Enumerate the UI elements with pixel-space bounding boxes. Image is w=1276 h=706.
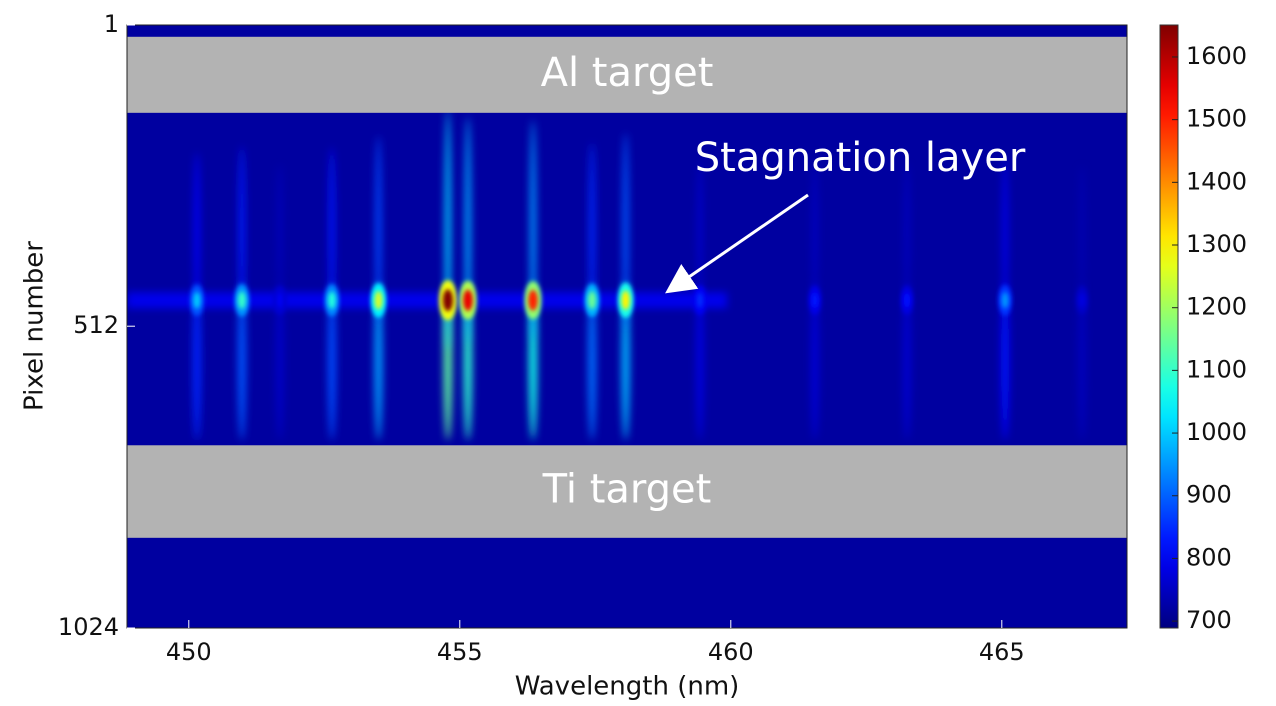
line-tail (1001, 280, 1010, 441)
line-core (193, 292, 201, 309)
annotation-arrow (665, 193, 809, 294)
line-tail (811, 163, 818, 298)
colorbar-tick-label: 1500 (1186, 105, 1247, 133)
colorbar-tick-label: 800 (1186, 543, 1232, 571)
line-core (588, 291, 596, 310)
spectral-line (693, 161, 707, 441)
line-core (1001, 292, 1009, 309)
colorbar-tick-label: 1600 (1186, 42, 1247, 70)
spectral-line (808, 163, 822, 441)
y-axis-label: Pixel number (20, 241, 50, 411)
line-core (276, 292, 284, 308)
spectral-line (234, 145, 250, 441)
line-tail (696, 161, 703, 299)
line-core (374, 290, 383, 310)
colorbar (1159, 24, 1179, 629)
line-core (1078, 293, 1086, 308)
line-tail (903, 163, 910, 297)
plot-area: Al target Ti target (127, 25, 1127, 628)
x-tick-label: 455 (437, 638, 483, 666)
x-tick-label: 450 (166, 638, 212, 666)
stagnation-glow (127, 292, 727, 309)
line-core (463, 289, 473, 311)
spectral-line (324, 147, 340, 441)
band-label: Al target (541, 50, 714, 96)
line-tail (374, 280, 383, 441)
spectral-line (524, 120, 542, 441)
line-tail (375, 136, 382, 325)
line-tail (275, 280, 284, 441)
line-tail (1078, 280, 1087, 441)
line-tail (621, 280, 630, 441)
line-tail (276, 165, 283, 296)
line-tail (1002, 155, 1009, 306)
line-core (238, 291, 246, 309)
spectral-line (998, 155, 1012, 441)
line-tail (1079, 166, 1086, 295)
spectral-line (617, 132, 634, 441)
line-tail (588, 280, 597, 441)
target-band (127, 36, 1127, 113)
spectral-line (438, 110, 457, 441)
spectral-line (273, 165, 287, 441)
line-core (528, 289, 538, 311)
line-tail (238, 145, 245, 315)
line-tail (443, 280, 452, 441)
line-tail (328, 147, 335, 314)
line-tail (463, 280, 472, 441)
line-core (621, 290, 630, 310)
y-tick-label: 1024 (58, 613, 119, 641)
spectral-line (459, 116, 477, 441)
colorbar-tick-label: 1000 (1186, 418, 1247, 446)
line-tail (327, 280, 336, 441)
spectral-line (900, 163, 914, 441)
line-tail (589, 142, 596, 318)
band-label: Ti target (542, 467, 712, 513)
line-tail (192, 280, 201, 441)
line-tail (695, 280, 704, 441)
line-tail (902, 280, 911, 441)
line-tail (622, 132, 629, 328)
line-core (903, 292, 911, 308)
x-tick-label: 465 (979, 638, 1025, 666)
line-tail (193, 152, 200, 309)
x-axis-label: Wavelength (nm) (515, 672, 740, 702)
colorbar-tick-label: 1300 (1186, 230, 1247, 258)
colorbar-tick-label: 1400 (1186, 167, 1247, 195)
spectral-line (584, 142, 600, 441)
colorbar-tick-label: 1200 (1186, 293, 1247, 321)
line-core (328, 291, 336, 309)
x-tick-label: 460 (708, 638, 754, 666)
target-band (127, 445, 1127, 538)
colorbar-tick-label: 1100 (1186, 355, 1247, 383)
colorbar-tick-label: 700 (1186, 606, 1232, 634)
line-core (696, 292, 704, 308)
line-tail (237, 280, 246, 441)
y-tick-label: 1 (104, 10, 119, 38)
line-core (442, 289, 453, 312)
spectral-line (1075, 166, 1089, 441)
spectral-line (190, 152, 204, 441)
colorbar-tick-label: 900 (1186, 481, 1232, 509)
line-tail (810, 280, 819, 441)
annotation: Stagnation layer (695, 135, 1026, 181)
spectral-line (370, 136, 387, 441)
line-core (811, 292, 819, 308)
y-tick-label: 512 (73, 311, 119, 339)
line-tail (528, 280, 537, 441)
